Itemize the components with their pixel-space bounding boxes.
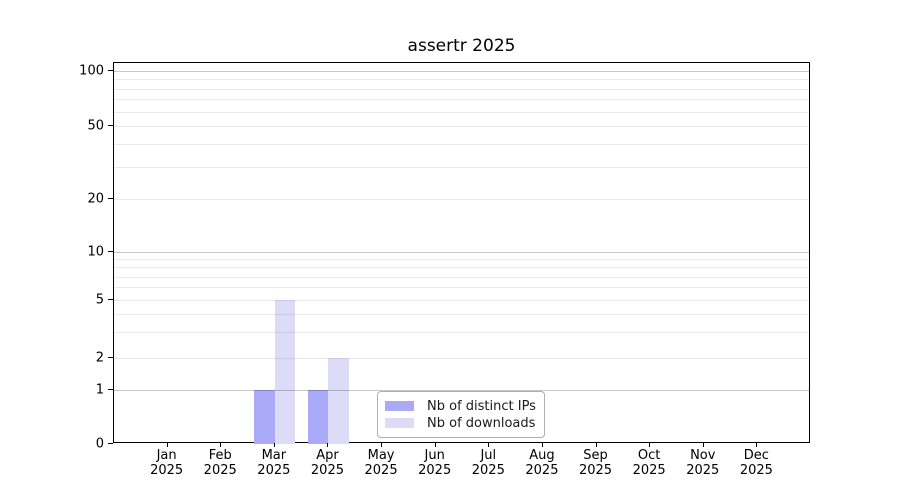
x-tick-label: Feb 2025 — [203, 448, 237, 478]
gridline-major — [114, 390, 809, 391]
legend-swatch-distinct-ips — [385, 401, 414, 411]
x-tick-mark — [273, 443, 275, 447]
bar-distinct-ips-apr — [307, 390, 329, 444]
y-tick-mark — [108, 198, 113, 199]
x-tick-label: Sep 2025 — [578, 448, 613, 478]
gridline-minor — [114, 199, 809, 200]
x-tick-mark — [381, 443, 383, 447]
x-tick-label: Jun 2025 — [418, 448, 452, 478]
gridline-minor — [114, 332, 809, 334]
legend-row-distinct-ips: Nb of distinct IPs — [385, 400, 537, 413]
y-tick-mark — [108, 299, 113, 300]
bar-downloads-mar — [274, 300, 296, 444]
gridline-minor — [114, 276, 809, 278]
y-tick-mark — [108, 443, 113, 444]
gridline-minor — [114, 314, 809, 316]
x-tick-label: Jan 2025 — [150, 448, 184, 478]
legend-label-downloads: Nb of downloads — [427, 415, 536, 431]
x-tick-mark — [327, 443, 329, 447]
y-tick-mark — [108, 125, 113, 126]
gridline-minor — [114, 358, 809, 359]
gridline-major — [114, 71, 809, 72]
x-tick-mark — [434, 443, 436, 447]
legend-label-distinct-ips: Nb of distinct IPs — [427, 398, 536, 414]
legend-swatch-downloads — [385, 418, 414, 428]
bar-distinct-ips-mar — [254, 390, 275, 444]
y-tick-mark — [108, 251, 113, 252]
gridline-minor — [114, 267, 809, 269]
x-tick-mark — [702, 443, 704, 447]
x-tick-mark — [488, 443, 490, 447]
x-tick-label: May 2025 — [364, 448, 398, 478]
y-tick-label: 2 — [95, 350, 104, 365]
gridline-minor — [114, 259, 809, 261]
gridline-minor — [114, 166, 809, 168]
gridline-minor — [114, 143, 809, 145]
gridline-minor — [114, 111, 809, 113]
gridline-minor — [114, 287, 809, 289]
x-tick-mark — [756, 443, 758, 447]
x-tick-mark — [220, 443, 222, 447]
bar-downloads-apr — [328, 358, 349, 444]
gridline-minor — [114, 99, 809, 101]
gridline-major — [114, 252, 809, 253]
legend: Nb of distinct IPs Nb of downloads — [377, 391, 545, 438]
x-tick-mark — [166, 443, 168, 447]
x-tick-mark — [541, 443, 543, 447]
y-tick-label: 0 — [95, 436, 104, 451]
gridline-minor — [114, 300, 809, 301]
x-tick-label: Dec 2025 — [739, 448, 773, 478]
y-tick-label: 50 — [87, 118, 104, 133]
x-tick-label: Nov 2025 — [686, 448, 720, 478]
x-tick-label: Apr 2025 — [310, 448, 344, 478]
legend-row-downloads: Nb of downloads — [385, 417, 537, 430]
y-tick-label: 5 — [95, 292, 104, 307]
y-tick-label: 1 — [95, 382, 104, 397]
y-tick-label: 100 — [79, 63, 104, 78]
y-tick-mark — [108, 389, 113, 390]
gridline-minor — [114, 79, 809, 81]
x-tick-mark — [595, 443, 597, 447]
x-tick-label: Mar 2025 — [257, 448, 291, 478]
x-tick-label: Aug 2025 — [525, 448, 559, 478]
y-tick-label: 10 — [87, 244, 104, 259]
gridline-minor — [114, 88, 809, 90]
chart-title: assertr 2025 — [407, 36, 516, 56]
plot-area — [113, 62, 810, 444]
y-tick-mark — [108, 357, 113, 358]
y-tick-label: 20 — [87, 191, 104, 206]
gridline-minor — [114, 126, 809, 127]
y-tick-mark — [108, 70, 113, 71]
x-tick-mark — [649, 443, 651, 447]
x-tick-label: Oct 2025 — [632, 448, 666, 478]
x-tick-label: Jul 2025 — [471, 448, 505, 478]
